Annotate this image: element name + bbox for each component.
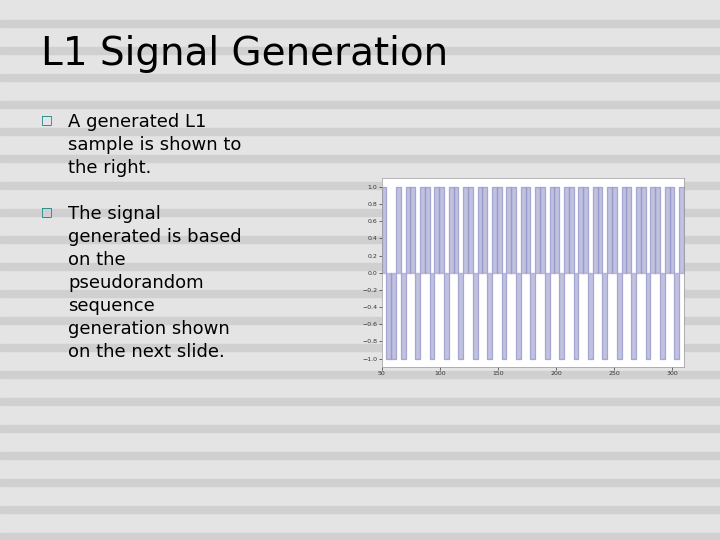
Bar [0,345,720,351]
Bar [0,492,720,500]
Bar [0,453,720,459]
Bar [0,141,720,149]
Bar [0,156,720,162]
Bar [0,384,720,391]
Bar [0,276,720,284]
Text: A generated L1
sample is shown to
the right.: A generated L1 sample is shown to the ri… [68,113,242,177]
Text: □: □ [41,205,53,218]
Bar [0,480,720,486]
Bar [0,115,720,122]
Bar [0,222,720,230]
Bar [0,519,720,526]
Bar [0,507,720,513]
Bar [0,263,720,270]
Bar [0,183,720,189]
Bar [0,399,720,405]
Bar [0,102,720,108]
Text: L1 Signal Generation: L1 Signal Generation [41,35,448,73]
Bar [0,20,720,27]
Bar [0,168,720,176]
Bar [0,438,720,445]
Bar [0,209,720,216]
Bar [0,128,720,135]
Bar [0,317,720,324]
Bar [0,372,720,378]
Bar [0,47,720,54]
Bar [0,195,720,202]
Bar [0,249,720,256]
Bar [0,291,720,297]
Bar [0,330,720,338]
Bar [0,465,720,472]
Bar [0,87,720,94]
Bar [0,426,720,432]
Text: □: □ [41,113,53,126]
Text: The signal
generated is based
on the
pseudorandom
sequence
generation shown
on t: The signal generated is based on the pse… [68,205,242,361]
Bar [0,411,720,418]
Bar [0,534,720,540]
Bar [0,33,720,40]
Bar [0,60,720,68]
Bar [0,237,720,243]
Bar [0,303,720,310]
Bar [0,74,720,81]
Bar [0,357,720,364]
Bar [0,6,720,14]
